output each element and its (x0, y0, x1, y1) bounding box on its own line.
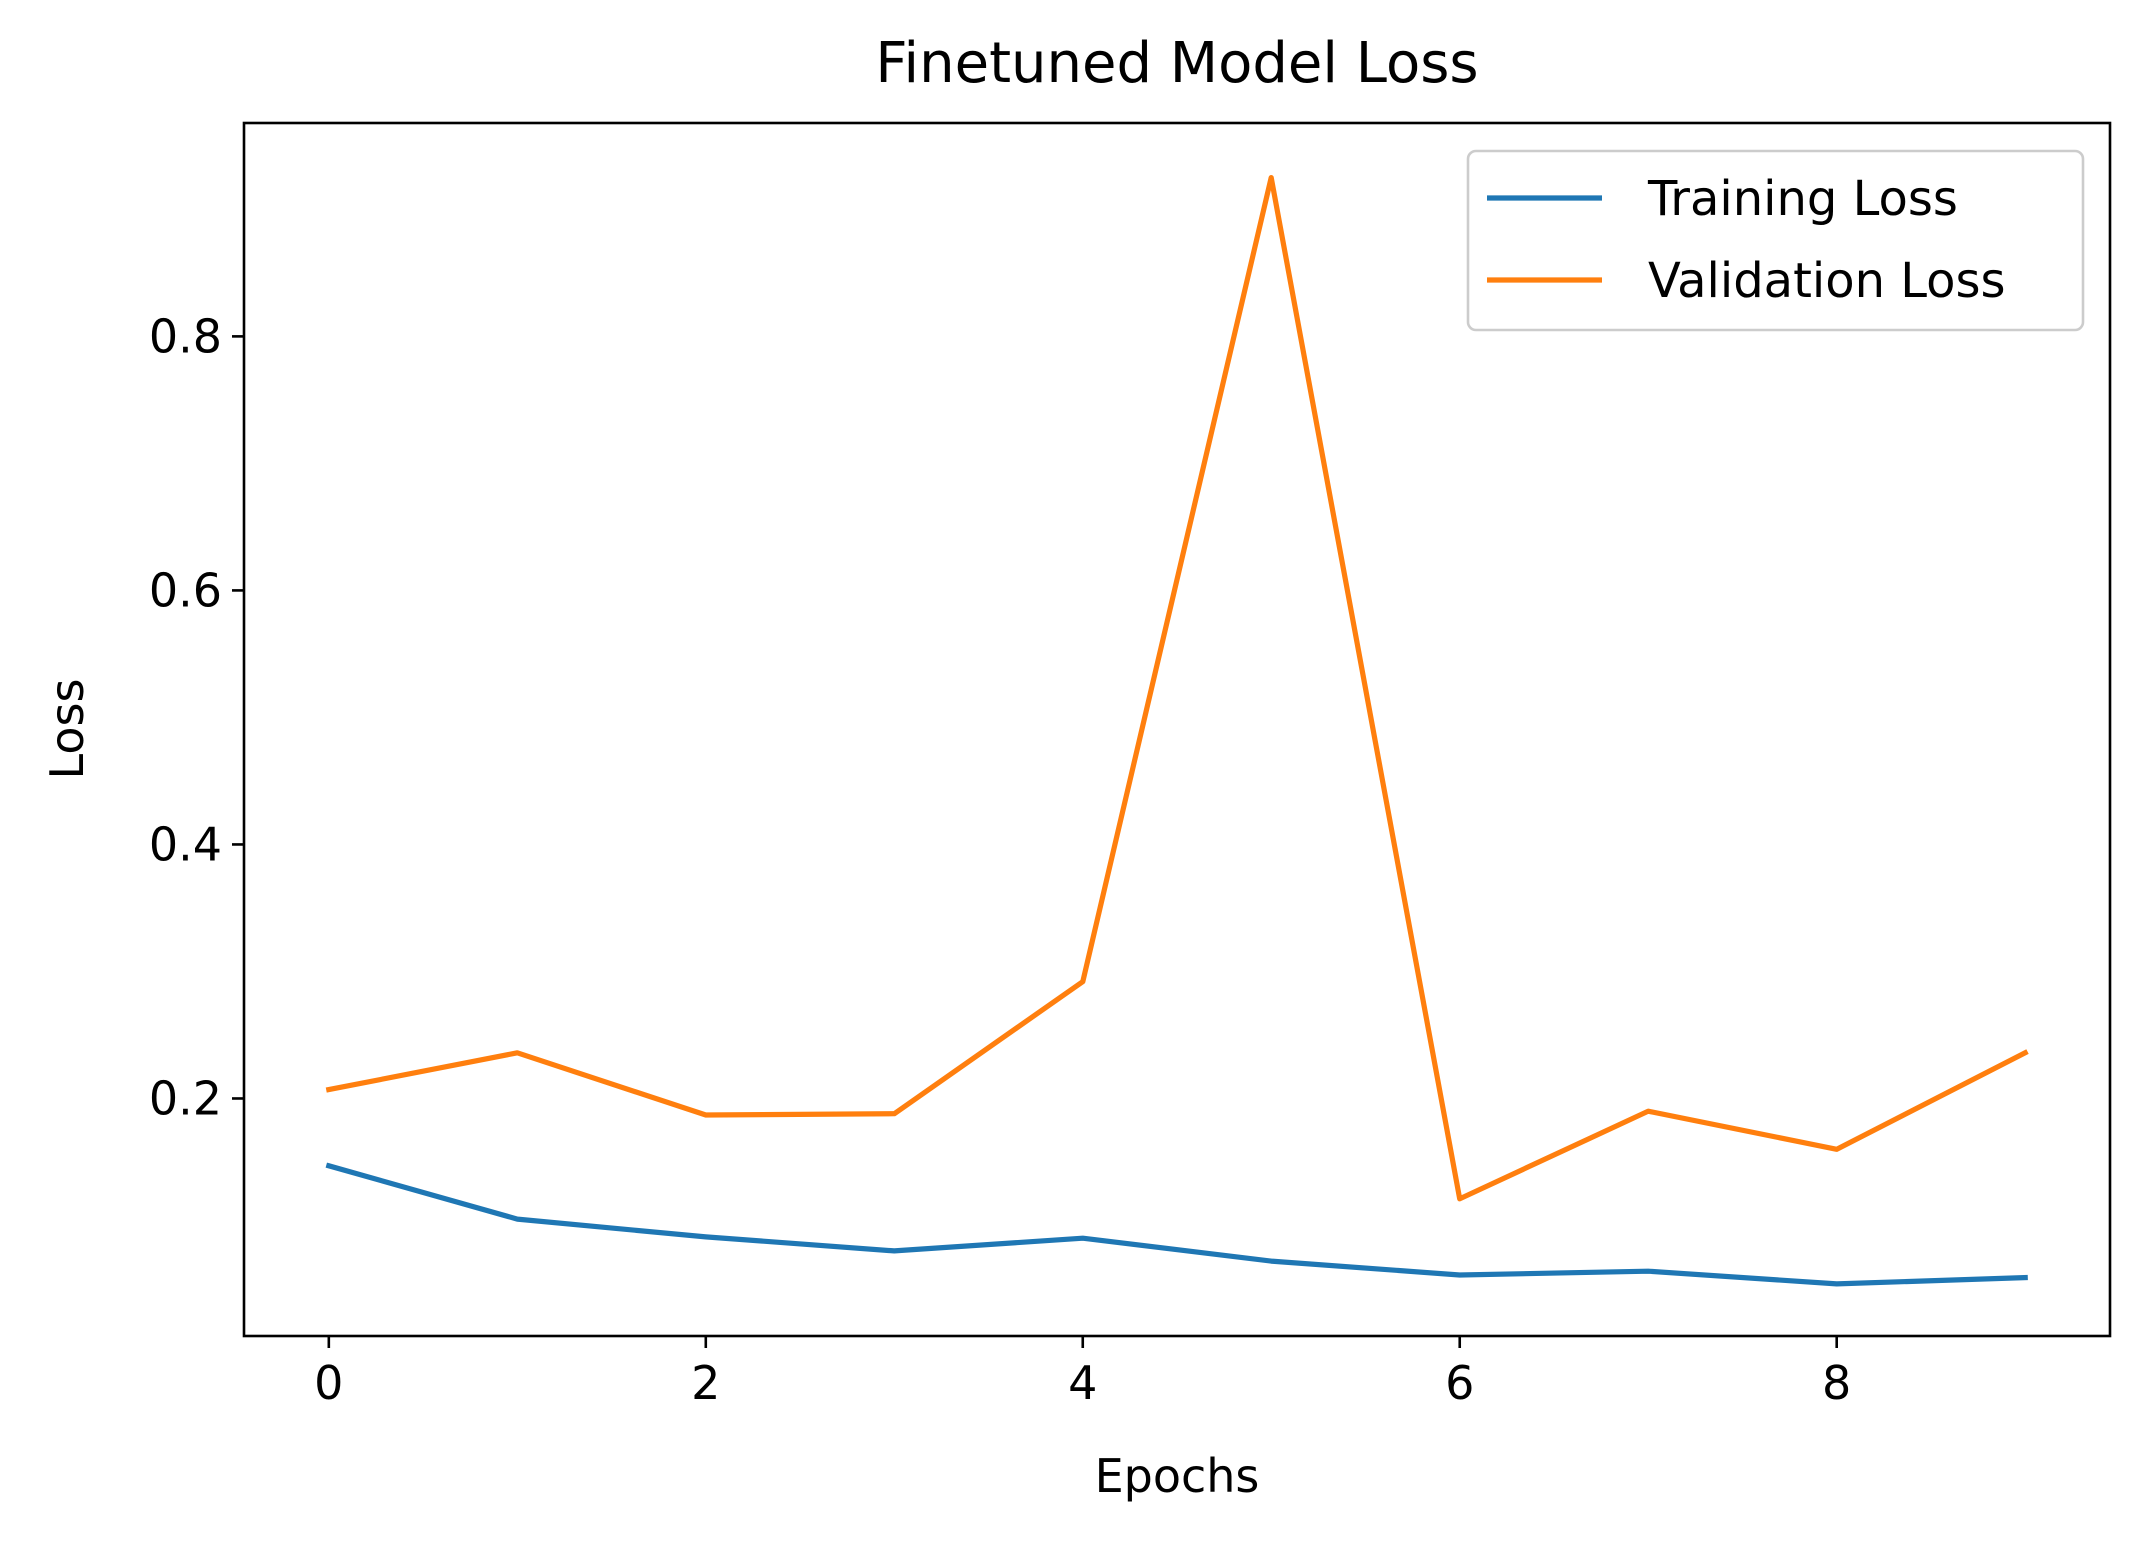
legend-label-0: Training Loss (1647, 171, 1958, 227)
plot-area (242, 121, 2112, 1338)
axes-frame (242, 121, 2112, 1338)
legend-box (1466, 149, 2085, 332)
y-axis: 0.2 0.4 0.6 0.8 (149, 309, 244, 1125)
y-tick-label: 0.4 (149, 817, 222, 871)
y-tick-label: 0.2 (149, 1071, 222, 1125)
series-layer (325, 175, 2029, 1287)
chart-title: Finetuned Model Loss (875, 31, 1478, 96)
legend-items: Training Loss Validation Loss (1487, 171, 2006, 309)
x-axis-label: Epochs (1095, 1449, 1260, 1503)
x-axis: 0 2 4 6 8 (314, 1336, 1851, 1410)
y-tick-label: 0.6 (149, 563, 222, 617)
x-tick-label: 6 (1445, 1356, 1474, 1410)
y-tick-label: 0.8 (149, 309, 222, 363)
series-line-1 (325, 175, 2029, 1202)
y-axis-label: Loss (40, 679, 94, 780)
x-tick-label: 2 (691, 1356, 720, 1410)
x-tick-label: 0 (314, 1356, 343, 1410)
x-tick-label: 4 (1068, 1356, 1097, 1410)
legend-label-1: Validation Loss (1648, 253, 2006, 309)
legend: Training Loss Validation Loss (1466, 149, 2085, 332)
series-line-0 (325, 1162, 2028, 1287)
x-tick-label: 8 (1822, 1356, 1851, 1410)
